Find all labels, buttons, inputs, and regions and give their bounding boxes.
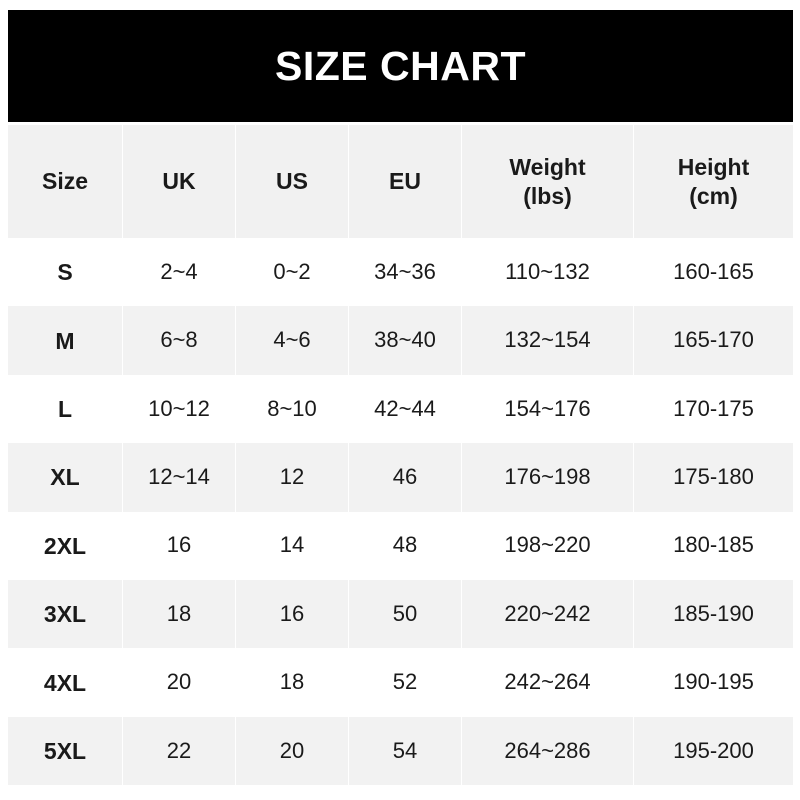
cell-size: M: [8, 306, 123, 375]
column-header-eu: EU: [349, 125, 462, 238]
cell-height: 180-185: [634, 511, 793, 580]
table-row: XL 12~14 12 46 176~198 175-180: [8, 443, 793, 512]
cell-weight: 176~198: [462, 443, 634, 512]
cell-size: 3XL: [8, 579, 123, 649]
column-header-height-unit: (cm): [689, 182, 738, 209]
cell-size: 4XL: [8, 648, 123, 717]
cell-uk: 10~12: [123, 374, 236, 444]
cell-us: 12: [236, 443, 349, 512]
cell-us: 20: [236, 716, 349, 786]
cell-size: L: [8, 374, 123, 444]
cell-height: 190-195: [634, 648, 793, 717]
cell-us: 8~10: [236, 374, 349, 444]
table-row: L 10~12 8~10 42~44 154~176 170-175: [8, 374, 793, 444]
cell-weight: 264~286: [462, 716, 634, 786]
column-header-uk-label: UK: [162, 168, 196, 195]
table-row: M 6~8 4~6 38~40 132~154 165-170: [8, 306, 793, 375]
column-header-us: US: [236, 125, 349, 238]
cell-eu: 34~36: [349, 238, 462, 307]
cell-height: 165-170: [634, 306, 793, 375]
table-row: 5XL 22 20 54 264~286 195-200: [8, 716, 793, 786]
table-row: S 2~4 0~2 34~36 110~132 160-165: [8, 238, 793, 307]
cell-eu: 48: [349, 511, 462, 580]
cell-height: 175-180: [634, 443, 793, 512]
cell-eu: 46: [349, 443, 462, 512]
cell-uk: 16: [123, 511, 236, 580]
column-header-size: Size: [8, 125, 123, 238]
column-header-eu-label: EU: [389, 168, 421, 195]
cell-height: 170-175: [634, 374, 793, 444]
size-chart-table: Size UK US EU Weight (lbs) Height (cm) S…: [8, 125, 793, 786]
page-title: SIZE CHART: [275, 42, 526, 89]
chart-banner: SIZE CHART: [8, 10, 793, 122]
cell-size: 5XL: [8, 716, 123, 786]
table-row: 3XL 18 16 50 220~242 185-190: [8, 579, 793, 649]
cell-eu: 52: [349, 648, 462, 717]
column-header-size-label: Size: [41, 168, 89, 195]
cell-uk: 22: [123, 716, 236, 786]
cell-uk: 6~8: [123, 306, 236, 375]
cell-weight: 110~132: [462, 238, 634, 307]
table-row: 4XL 20 18 52 242~264 190-195: [8, 648, 793, 717]
column-header-weight-unit: (lbs): [523, 182, 572, 209]
cell-us: 16: [236, 579, 349, 649]
cell-us: 18: [236, 648, 349, 717]
column-header-weight: Weight (lbs): [462, 125, 634, 238]
cell-uk: 18: [123, 579, 236, 649]
column-header-height-label: Height: [677, 154, 750, 181]
table-row: 2XL 16 14 48 198~220 180-185: [8, 511, 793, 580]
table-header-row: Size UK US EU Weight (lbs) Height (cm): [8, 125, 793, 238]
cell-size: 2XL: [8, 511, 123, 580]
cell-size: XL: [8, 443, 123, 512]
cell-weight: 198~220: [462, 511, 634, 580]
cell-weight: 132~154: [462, 306, 634, 375]
cell-size: S: [8, 238, 123, 307]
cell-weight: 220~242: [462, 579, 634, 649]
cell-weight: 242~264: [462, 648, 634, 717]
cell-us: 0~2: [236, 238, 349, 307]
cell-us: 4~6: [236, 306, 349, 375]
cell-eu: 38~40: [349, 306, 462, 375]
column-header-height: Height (cm): [634, 125, 793, 238]
column-header-uk: UK: [123, 125, 236, 238]
cell-height: 185-190: [634, 579, 793, 649]
cell-eu: 42~44: [349, 374, 462, 444]
cell-eu: 50: [349, 579, 462, 649]
cell-us: 14: [236, 511, 349, 580]
cell-uk: 2~4: [123, 238, 236, 307]
cell-uk: 12~14: [123, 443, 236, 512]
cell-uk: 20: [123, 648, 236, 717]
cell-eu: 54: [349, 716, 462, 786]
column-header-weight-label: Weight: [509, 154, 586, 181]
cell-height: 195-200: [634, 716, 793, 786]
cell-height: 160-165: [634, 238, 793, 307]
cell-weight: 154~176: [462, 374, 634, 444]
column-header-us-label: US: [276, 168, 308, 195]
